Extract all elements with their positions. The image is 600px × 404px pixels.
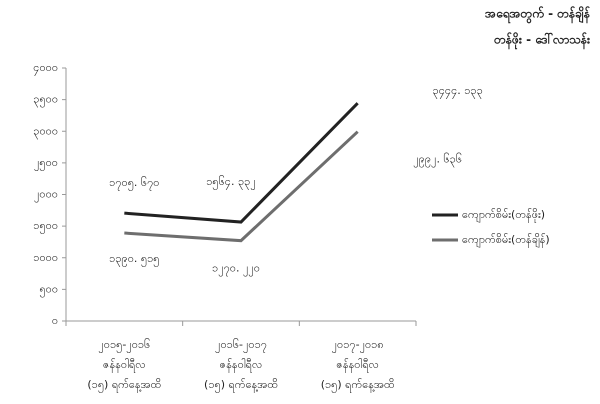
x-tick-label: ဇန်နဝါရီလ bbox=[103, 358, 146, 373]
x-tick-label: ၂၀၁၅-၂၀၁၆ bbox=[98, 338, 150, 353]
x-tick-label: (၁၅) ရက်နေ့အထိ bbox=[87, 378, 161, 393]
y-tick-label: ၄၀၀၀ bbox=[33, 61, 58, 76]
y-tick-label: ၃၅၀၀ bbox=[33, 93, 58, 108]
x-tick-label: ၂၀၁၆-၂၀၁၇ bbox=[215, 338, 267, 353]
value-label: ၁၂၇၀. ၂၂၀ bbox=[212, 262, 260, 277]
x-tick-label: (၁၅) ရက်နေ့အထိ bbox=[321, 378, 395, 393]
x-tick-label: (၁၅) ရက်နေ့အထိ bbox=[204, 378, 278, 393]
legend-label: ကျောက်စိမ်း(တန်ချိန်) bbox=[462, 233, 550, 248]
value-label: ၃၄၄၄. ၁၃၃ bbox=[433, 84, 483, 99]
y-tick-label: ၁၀၀၀ bbox=[33, 251, 58, 264]
y-tick-label: ၀ bbox=[52, 314, 58, 327]
x-tick-label: ဇန်နဝါရီလ bbox=[336, 358, 379, 373]
y-tick-label: ၂၅၀၀ bbox=[34, 156, 58, 171]
value-label: ၁၅၆၄. ၃၃၂ bbox=[206, 175, 256, 190]
y-tick-label: ၃၀၀၀ bbox=[33, 124, 58, 139]
y-tick-label: ၁၅၀၀ bbox=[33, 219, 58, 234]
chart-title: အရေအတွက် - တန်ချိန် bbox=[485, 5, 591, 25]
legend-label: ကျောက်စိမ်း(တန်ဖိုး) bbox=[462, 208, 545, 223]
y-tick-label: ၂၀၀၀ bbox=[34, 188, 58, 203]
value-label: ၁၃၉၀. ၅၁၅ bbox=[109, 252, 159, 267]
x-tick-label: ၂၀၁၇-၂၀၁၈ bbox=[332, 338, 384, 353]
y-tick-label: ၅၀၀ bbox=[39, 282, 58, 297]
value-label: ၁၇၀၅. ၆၇၀ bbox=[109, 176, 159, 191]
value-label: ၂၉၉၂. ၆၃၆ bbox=[413, 153, 462, 168]
chart-title: တန်ဖိုး - ဒေါ်လာသန်း bbox=[493, 31, 591, 51]
x-tick-label: ဇန်နဝါရီလ bbox=[220, 358, 263, 373]
series-line bbox=[124, 130, 359, 243]
series-line bbox=[124, 102, 359, 224]
